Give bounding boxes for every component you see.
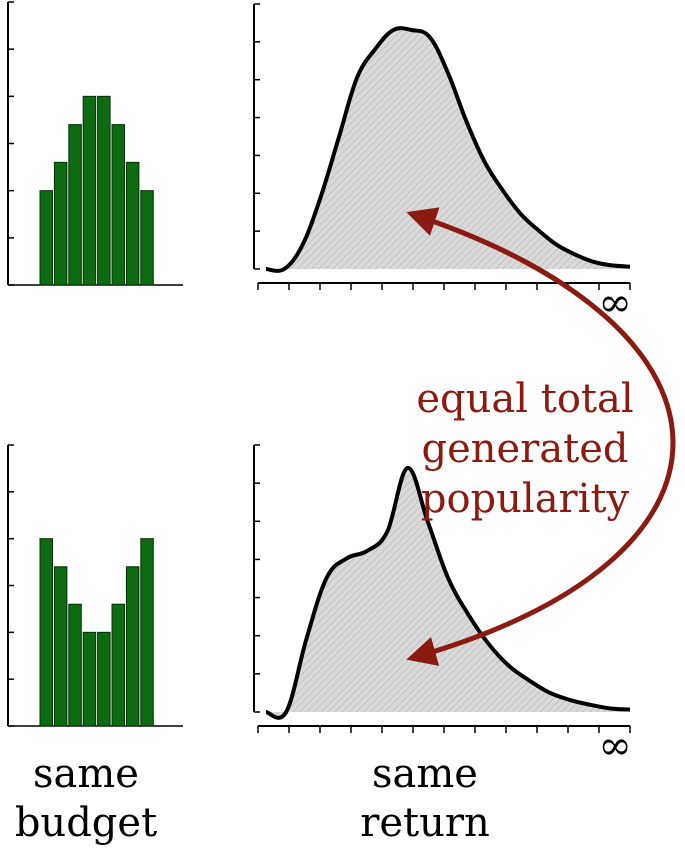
bar: [68, 603, 82, 727]
bar: [53, 566, 68, 727]
caption-left-line-2: budget: [15, 800, 157, 846]
bar: [68, 124, 82, 286]
bar: [97, 95, 111, 286]
bottom-left-bar-chart: [7, 444, 183, 727]
bar: [82, 95, 97, 286]
bar: [140, 190, 154, 286]
caption-right-line-1: same: [372, 751, 478, 797]
bar: [140, 538, 154, 727]
bar: [39, 538, 53, 727]
infinity-label-top: ∞: [598, 280, 631, 326]
bar: [39, 190, 53, 286]
top-right-area-chart: [253, 3, 631, 290]
bar: [111, 603, 125, 727]
bar: [125, 161, 140, 286]
area-curve: [265, 26, 631, 273]
bar: [53, 161, 68, 286]
infinity-label-bottom: ∞: [598, 723, 631, 769]
bar: [97, 631, 111, 727]
bar: [111, 124, 125, 286]
area-fill: [266, 467, 630, 718]
annotation-line-3: popularity: [421, 476, 630, 522]
bar: [82, 631, 97, 727]
bottom-right-area-chart: [253, 444, 631, 733]
annotation-line-1: equal total: [416, 376, 633, 422]
caption-left-line-1: same: [33, 751, 139, 797]
annotation-line-2: generated: [421, 426, 628, 472]
area-fill: [266, 28, 630, 271]
area-curve: [265, 466, 631, 720]
double-arrow: [406, 207, 676, 666]
top-left-bar-chart: [7, 1, 183, 286]
bar: [125, 566, 140, 727]
caption-right-line-2: return: [360, 800, 490, 846]
